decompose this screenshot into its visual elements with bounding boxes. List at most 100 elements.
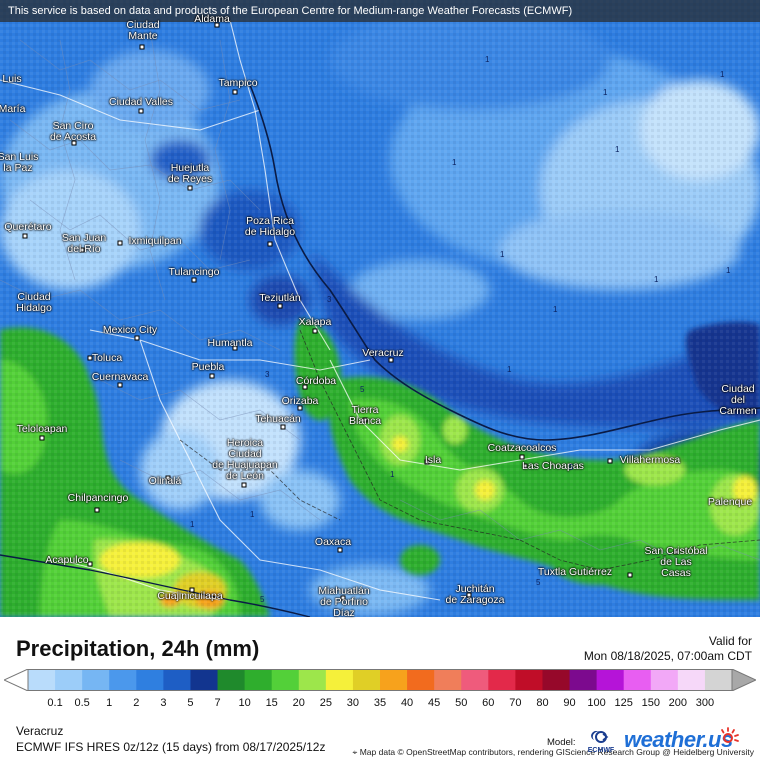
city-marker [280,424,286,430]
city-marker [607,458,613,464]
scale-tick-label: 60 [482,697,495,709]
city-marker [466,592,472,598]
city-marker [191,277,197,283]
city-label[interactable]: Humantla [207,337,253,349]
city-marker [241,482,247,488]
city-marker [87,561,93,567]
city-label[interactable]: San Luis la Paz [0,151,39,174]
contour-label: 1 [507,365,512,374]
scale-tick-label: 10 [238,697,251,709]
scale-tick-label: 5 [187,697,194,709]
model-run-info[interactable]: ECMWF IFS HRES 0z/12z (15 days) from 08/… [16,740,326,754]
scale-color-bin [488,669,516,691]
city-label[interactable]: Veracruz [362,347,404,359]
city-label[interactable]: Coatzacoalcos [487,442,557,454]
scale-color-bin [136,669,164,691]
city-label[interactable]: Xalapa [298,316,332,328]
city-marker [232,89,238,95]
city-label[interactable]: Puebla [191,361,225,373]
city-label[interactable]: Toluca [91,352,123,364]
contour-label: 1 [720,70,725,79]
scale-color-bin [298,669,327,691]
scale-color-bin [55,669,83,691]
precipitation-map[interactable] [0,0,760,617]
city-label[interactable]: Villahermosa [619,454,681,466]
contour-label: 1 [452,158,457,167]
valid-label: Valid for [708,634,752,648]
city-label[interactable]: Ciudad Valles [108,96,174,108]
map-attribution[interactable]: ⌖ Map data © OpenStreetMap contributors,… [348,746,758,758]
city-label[interactable]: Ixmiquilpan [128,235,182,247]
city-label[interactable]: Aldama [194,13,230,25]
color-scale [4,669,756,691]
city-label[interactable]: Teloloapan [16,423,68,435]
city-marker [424,459,430,465]
scale-color-bin [542,669,571,691]
city-marker [522,463,528,469]
city-label[interactable]: Cuajinicuilapa [157,590,223,602]
contour-label: 5 [260,595,265,604]
scale-tick-label: 20 [292,697,305,709]
ecmwf-logo-icon[interactable]: ECMWF [583,728,619,754]
city-label[interactable]: Acapulco [45,554,89,566]
scale-color-bin [407,669,435,691]
valid-time[interactable]: Mon 08/18/2025, 07:00am CDT [583,649,752,663]
city-label[interactable]: San Juan del Río [61,232,107,255]
city-label[interactable]: Juchitán de Zaragoza [445,583,505,606]
city-label[interactable]: Teziutlán [259,292,301,304]
city-label[interactable]: Las Choapas [522,460,584,472]
city-marker [71,140,77,146]
city-label[interactable]: Córdoba [295,375,337,387]
city-label[interactable]: San Ciro de Acosta [49,120,97,143]
city-marker [312,328,318,334]
ecmwf-disclaimer-banner: This service is based on data and produc… [0,0,760,22]
contour-label: 1 [553,305,558,314]
city-marker [673,549,679,555]
city-label[interactable]: Ciudad Hidalgo [16,291,52,314]
weather-sun-icon [721,727,739,743]
city-label[interactable]: Ciudad del Carmen [719,383,757,417]
scale-tick-label: 45 [428,697,441,709]
scale-tick-label: 7 [214,697,221,709]
city-marker [388,357,394,363]
city-label[interactable]: Luis [2,73,22,85]
scale-color-bin [596,669,625,691]
city-label[interactable]: Tampico [218,77,258,89]
city-label[interactable]: Heroica Ciudad de Huajuapan de León [212,437,278,482]
city-label[interactable]: Oaxaca [314,536,352,548]
scale-tick-label: 1 [106,697,113,709]
city-label[interactable]: Poza Rica de Hidalgo [244,215,296,238]
city-marker [189,587,195,593]
city-label[interactable]: Ciudad Mante [126,19,160,42]
scale-color-bin [352,669,381,691]
coastline [249,84,760,441]
contour-label: 1 [485,55,490,64]
scale-tick-label: 40 [400,697,414,709]
city-label[interactable]: Huejutla de Reyes [167,162,213,185]
city-label[interactable]: Chilpancingo [67,492,129,504]
scale-color-bin [271,669,300,691]
city-label[interactable]: Cuernavaca [91,371,149,383]
city-label[interactable]: Tierra Blanca [348,404,382,427]
city-label[interactable]: Tuxtla Gutiérrez [537,566,613,578]
weather-us-brand[interactable]: weather.us [624,727,733,752]
city-label[interactable]: Tulancingo [168,266,220,278]
city-label[interactable]: Orizaba [281,395,319,407]
scale-color-bin [461,669,489,691]
scale-tick-label: 200 [668,697,688,709]
city-label[interactable]: Olinalá [148,475,182,487]
scale-min-arrow [4,669,29,691]
city-label[interactable]: Mexico City [102,324,158,336]
city-label[interactable]: Querétaro [4,221,52,233]
city-label[interactable]: Tehuacán [255,413,301,425]
contour-label: 3 [265,370,270,379]
scale-tick-label: 100 [587,697,606,709]
scale-color-bin [325,669,354,691]
contour-label: 1 [654,275,659,284]
city-label[interactable]: Palenque [707,496,753,508]
city-label[interactable]: Miahuatlán de Porfirio Díaz [318,585,370,619]
region-name: Veracruz [16,724,64,738]
city-label[interactable]: San Cristóbal de Las Casas [644,545,708,579]
city-label[interactable]: María [0,103,26,115]
city-label[interactable]: Isla [424,454,442,466]
